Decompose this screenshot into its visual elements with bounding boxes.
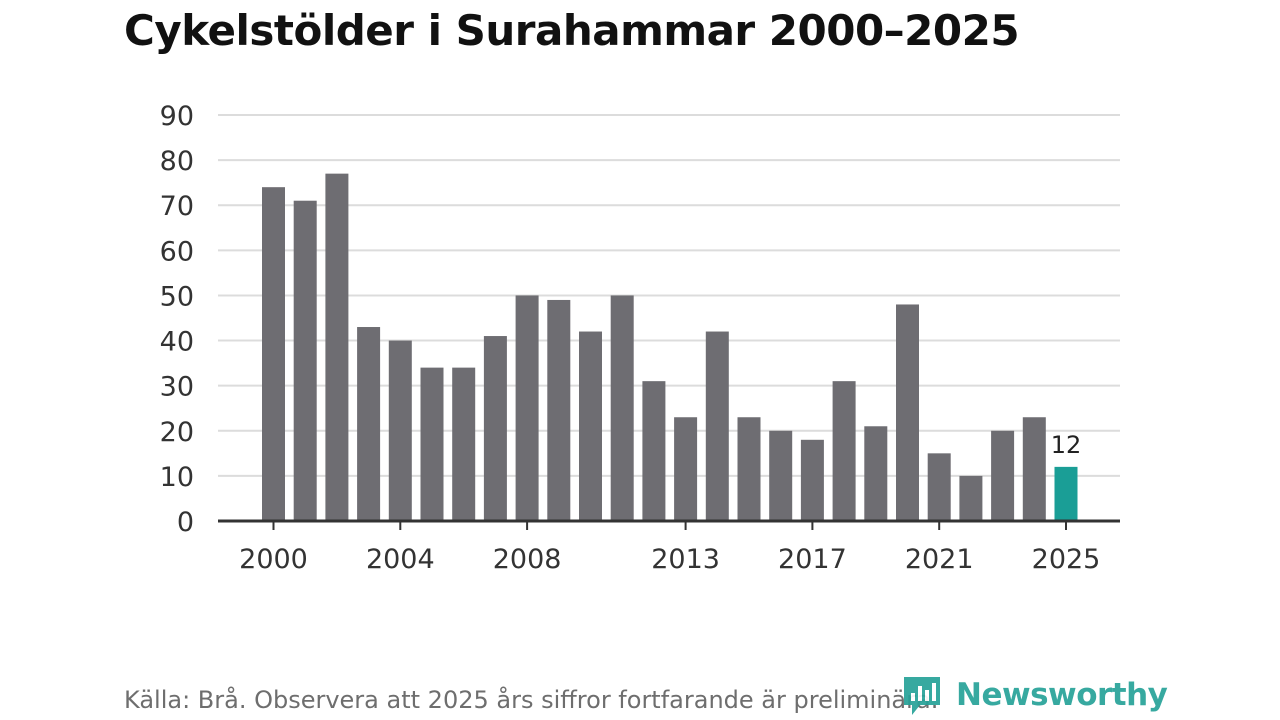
y-axis: 0 10 20 30 40 50 60 70 80 90 bbox=[160, 101, 194, 538]
bar-2018 bbox=[832, 381, 856, 521]
bar-2006 bbox=[452, 367, 476, 521]
bar-2007 bbox=[483, 336, 507, 521]
bar-2001 bbox=[293, 200, 317, 521]
bar-2024 bbox=[1022, 417, 1046, 521]
x-tick-label: 2008 bbox=[493, 544, 562, 575]
brand: Newsworthy bbox=[902, 672, 1168, 718]
bar-2016 bbox=[769, 430, 793, 521]
x-tick-label: 2025 bbox=[1032, 544, 1101, 575]
bar-2025 bbox=[1054, 466, 1078, 521]
bar-2004 bbox=[388, 340, 412, 521]
y-tick-label: 30 bbox=[160, 372, 194, 403]
bar-2010 bbox=[579, 331, 602, 521]
x-axis: 2000 2004 2008 2013 2017 2021 2025 bbox=[218, 519, 1120, 575]
x-tick-label: 2013 bbox=[651, 544, 720, 575]
x-tick-label: 2004 bbox=[366, 544, 435, 575]
y-tick-label: 60 bbox=[160, 236, 194, 267]
bar-2015 bbox=[737, 417, 761, 521]
bar-2014 bbox=[705, 331, 729, 521]
y-tick-label: 70 bbox=[160, 191, 194, 222]
bar-2023 bbox=[991, 430, 1015, 521]
bar-2000 bbox=[262, 187, 285, 521]
bars bbox=[262, 173, 1078, 521]
source-note: Källa: Brå. Observera att 2025 års siffr… bbox=[124, 686, 939, 714]
bar-2013 bbox=[674, 417, 698, 521]
bar-2003 bbox=[357, 327, 381, 521]
gridlines bbox=[218, 114, 1120, 477]
bar-2009 bbox=[547, 299, 571, 521]
bar-2002 bbox=[325, 173, 349, 521]
bar-2020 bbox=[896, 304, 919, 521]
x-tick-label: 2000 bbox=[239, 544, 308, 575]
y-tick-label: 20 bbox=[160, 417, 194, 448]
bar-2021 bbox=[927, 453, 951, 521]
x-tick-label: 2021 bbox=[905, 544, 974, 575]
y-tick-label: 50 bbox=[160, 281, 194, 312]
bar-2012 bbox=[642, 381, 666, 521]
data-labels: 12 bbox=[1051, 431, 1082, 459]
y-tick-label: 80 bbox=[160, 146, 194, 177]
chart-title: Cykelstölder i Surahammar 2000–2025 bbox=[124, 6, 1020, 55]
x-tick-label: 2017 bbox=[778, 544, 847, 575]
bar-2019 bbox=[864, 426, 888, 521]
brand-name: Newsworthy bbox=[956, 677, 1168, 713]
y-tick-label: 10 bbox=[160, 462, 194, 493]
highlight-value-label: 12 bbox=[1051, 431, 1082, 459]
bar-2017 bbox=[800, 439, 824, 521]
bar-2011 bbox=[610, 295, 634, 521]
newsworthy-logo-icon bbox=[904, 677, 940, 715]
y-tick-label: 40 bbox=[160, 327, 194, 358]
y-tick-label: 90 bbox=[160, 101, 194, 132]
bar-2008 bbox=[515, 295, 539, 521]
bar-2005 bbox=[420, 367, 444, 521]
bar-2022 bbox=[959, 475, 983, 521]
y-tick-label: 0 bbox=[177, 507, 194, 538]
